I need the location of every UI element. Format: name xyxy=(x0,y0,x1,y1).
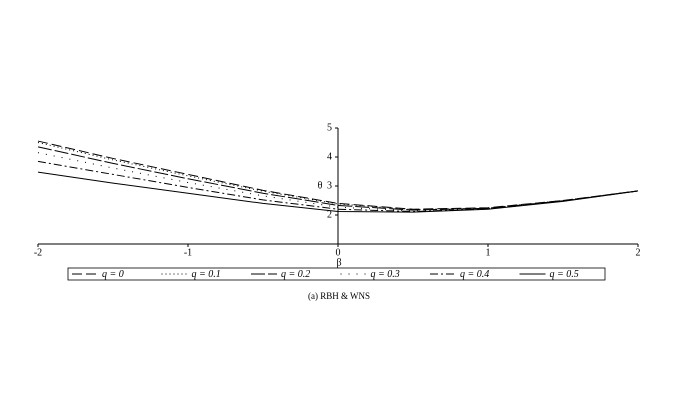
x-axis-label: β xyxy=(336,257,341,268)
series-line xyxy=(37,160,639,213)
x-tick-label: 1 xyxy=(486,247,491,258)
legend-box xyxy=(67,267,606,281)
legend-label: q = 0.2 xyxy=(281,269,310,280)
series-line xyxy=(37,171,639,213)
legend-label: q = 0 xyxy=(102,269,124,280)
caption: (a) RBH & WNS xyxy=(308,291,370,301)
legend-label: q = 0.5 xyxy=(550,269,579,280)
y-tick-label: 2 xyxy=(327,209,332,220)
y-tick-label: 4 xyxy=(327,151,332,162)
x-tick-label: -2 xyxy=(34,247,42,258)
series-line xyxy=(37,146,639,211)
y-tick-label: 5 xyxy=(327,122,332,133)
x-tick-label: 2 xyxy=(636,247,641,258)
legend-label: q = 0.4 xyxy=(460,269,489,280)
x-tick-label: 0 xyxy=(336,247,341,258)
y-axis-label: θ xyxy=(318,180,323,191)
x-tick-label: -1 xyxy=(184,247,192,258)
legend-label: q = 0.3 xyxy=(371,269,400,280)
y-tick-label: 3 xyxy=(327,180,332,191)
series-line xyxy=(37,152,639,212)
legend-label: q = 0.1 xyxy=(192,269,221,280)
